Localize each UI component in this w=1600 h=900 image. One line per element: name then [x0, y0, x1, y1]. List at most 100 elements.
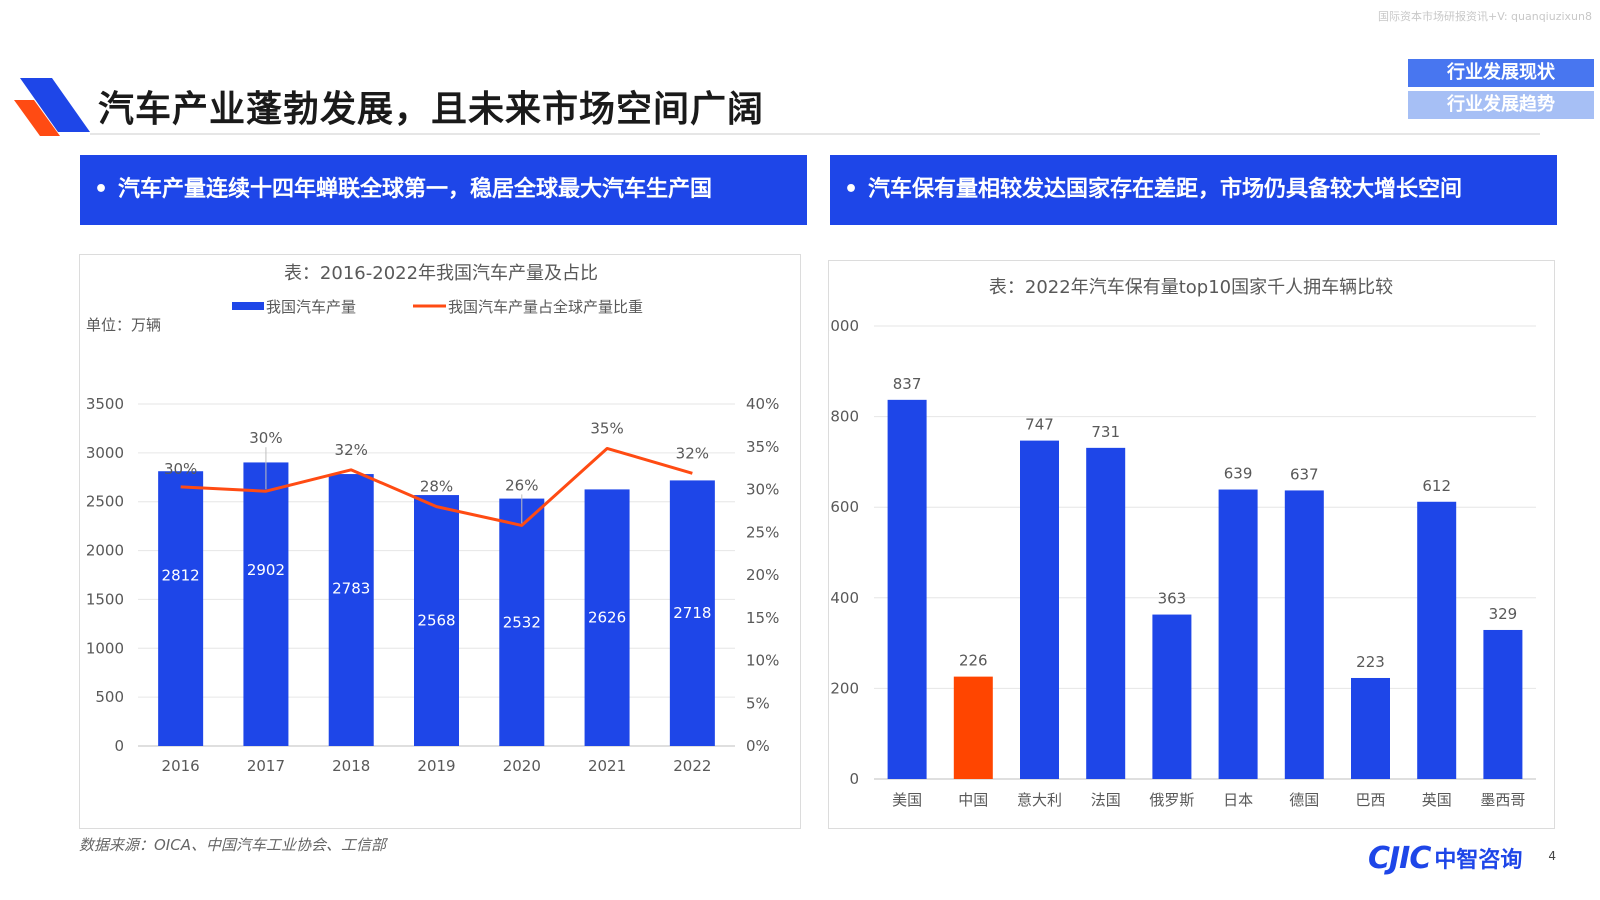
bar — [414, 495, 459, 746]
y-right-tick-label: 20% — [746, 566, 779, 584]
bar-value-label: 329 — [1489, 605, 1518, 623]
line-value-label: 35% — [590, 419, 623, 437]
page-title: 汽车产业蓬勃发展，且未来市场空间广阔 — [98, 89, 765, 130]
bar — [1218, 489, 1258, 779]
y-left-tick-label: 2000 — [86, 542, 124, 560]
title-divider — [90, 133, 1540, 135]
x-tick-label: 意大利 — [1017, 791, 1062, 809]
y-right-tick-label: 5% — [746, 694, 770, 712]
logo-chevron-icon — [14, 78, 90, 136]
bar — [1086, 447, 1126, 779]
y-tick-label: 400 — [830, 589, 859, 607]
bar — [328, 474, 374, 746]
bullet-icon: • — [94, 177, 109, 202]
legend-bar-swatch — [232, 302, 264, 310]
x-tick-label: 日本 — [1223, 791, 1253, 809]
y-tick-label: 800 — [830, 408, 859, 426]
banner-ownership: • 汽车保有量相较发达国家存在差距，市场仍具备较大增长空间 — [830, 155, 1557, 225]
line-value-label: 32% — [676, 444, 709, 462]
bar-value-label: 2718 — [673, 604, 711, 622]
bar-value-label: 226 — [959, 652, 988, 670]
watermark-text: 国际资本市场研报资讯+V: quanqiuzixun8 — [1377, 10, 1592, 23]
x-tick-label: 英国 — [1422, 791, 1452, 809]
line-value-label: 26% — [505, 476, 538, 494]
share-line — [180, 446, 693, 527]
unit-label: 单位：万辆 — [86, 316, 161, 334]
tab-current-status[interactable]: 行业发展现状 — [1408, 59, 1594, 87]
x-tick-label: 俄罗斯 — [1149, 791, 1194, 809]
y-right-tick-label: 10% — [746, 652, 779, 670]
x-tick-label: 美国 — [892, 791, 922, 809]
bar-value-label: 637 — [1290, 465, 1319, 483]
legend-line-label: 我国汽车产量占全球产量比重 — [448, 298, 643, 316]
chart-title: 表：2022年汽车保有量top10国家千人拥车辆比较 — [989, 277, 1393, 298]
y-left-tick-label: 3000 — [86, 444, 124, 462]
chart-title: 表：2016-2022年我国汽车产量及占比 — [284, 263, 598, 284]
x-tick-label: 2021 — [588, 757, 626, 775]
bar-value-label: 747 — [1025, 416, 1054, 434]
x-tick-label: 墨西哥 — [1480, 791, 1525, 809]
line-value-label: 28% — [420, 478, 453, 496]
banner-production-text: 汽车产量连续十四年蝉联全球第一，稳居全球最大汽车生产国 — [118, 177, 713, 202]
y-left-tick-label: 1000 — [86, 639, 124, 657]
x-tick-label: 中国 — [958, 791, 988, 809]
tab-trend[interactable]: 行业发展趋势 — [1408, 91, 1594, 119]
ownership-chart: 表：2022年汽车保有量top10国家千人拥车辆比较 0 200 400 600 800 1… — [829, 277, 1536, 809]
y-right-tick-label: 25% — [746, 523, 779, 541]
y-left-tick-label: 2500 — [86, 493, 124, 511]
bar — [1020, 440, 1059, 779]
bar — [158, 471, 204, 746]
line-value-label: 30% — [164, 460, 197, 478]
y-tick-label: 600 — [830, 498, 859, 516]
x-tick-label: 德国 — [1289, 791, 1319, 809]
y-right-tick-label: 0% — [746, 737, 770, 755]
bar — [1417, 501, 1457, 779]
bar — [1284, 490, 1324, 779]
page-number: 4 — [1548, 849, 1556, 863]
legend-bar-label: 我国汽车产量 — [266, 298, 356, 316]
bar-value-label: 639 — [1224, 465, 1253, 483]
bar-value-label: 837 — [893, 375, 922, 393]
banner-ownership-text: 汽车保有量相较发达国家存在差距，市场仍具备较大增长空间 — [868, 177, 1463, 202]
y-tick-label: 200 — [830, 679, 859, 697]
x-tick-label: 2020 — [503, 757, 541, 775]
x-tick-label: 巴西 — [1355, 791, 1385, 809]
x-tick-label: 2016 — [162, 757, 200, 775]
line-value-label: 30% — [249, 429, 282, 447]
y-tick-label: 1000 — [829, 317, 859, 335]
brand-logo: CJIC 中智咨询 — [1368, 840, 1522, 876]
y-left-tick-label: 1500 — [86, 590, 124, 608]
x-tick-label: 2018 — [332, 757, 370, 775]
y-left-tick-label: 0 — [114, 737, 124, 755]
bar-value-label: 2568 — [417, 612, 455, 630]
production-chart-panel: 表：2016-2022年我国汽车产量及占比我国汽车产量 我国汽车产量占全球产量比重… — [79, 254, 801, 829]
bar — [499, 498, 545, 746]
bar-value-label: 363 — [1158, 590, 1187, 608]
x-tick-label: 2022 — [673, 757, 711, 775]
y-right-tick-label: 35% — [746, 438, 779, 456]
bar — [1152, 614, 1192, 779]
banner-production: • 汽车产量连续十四年蝉联全球第一，稳居全球最大汽车生产国 — [80, 155, 807, 225]
brand-mark: CJIC — [1368, 840, 1431, 876]
y-left-tick-label: 3500 — [86, 395, 124, 413]
x-tick-label: 2019 — [417, 757, 455, 775]
y-right-tick-label: 40% — [746, 395, 779, 413]
bar-value-label: 2626 — [588, 609, 626, 627]
bar — [1351, 677, 1390, 779]
bar — [243, 462, 289, 746]
bar-value-label: 2812 — [162, 567, 200, 585]
bar — [953, 676, 993, 779]
bar-value-label: 2783 — [332, 579, 370, 597]
line-value-label: 32% — [335, 441, 368, 459]
bar-value-label: 2532 — [503, 613, 541, 631]
y-right-tick-label: 30% — [746, 481, 779, 499]
bar — [887, 399, 927, 779]
x-tick-label: 法国 — [1091, 791, 1121, 809]
bar-value-label: 612 — [1422, 477, 1451, 495]
y-right-tick-label: 15% — [746, 609, 779, 627]
x-tick-label: 2017 — [247, 757, 285, 775]
bar — [1483, 629, 1523, 779]
data-source: 数据来源：OICA、中国汽车工业协会、工信部 — [79, 836, 386, 854]
y-tick-label: 0 — [849, 770, 859, 788]
